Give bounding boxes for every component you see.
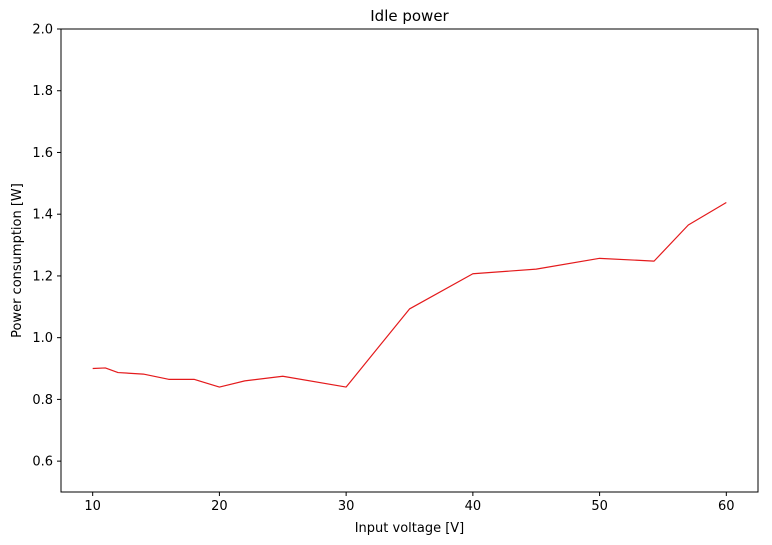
series-layer [92,201,727,388]
y-tick-label: 1.2 [32,269,53,284]
x-tick-label: 10 [84,499,101,514]
y-tick-label: 0.8 [32,393,53,408]
series-line [92,201,727,388]
y-axis-label: Power consumption [W] [10,183,25,338]
y-tick-label: 1.8 [32,84,53,99]
y-tick-label: 2.0 [32,23,53,38]
plot-frame [60,28,759,493]
x-axis-label: Input voltage [V] [355,521,465,536]
y-tick-label: 0.6 [32,455,53,470]
x-tick-label: 30 [338,499,355,514]
x-tick-label: 20 [211,499,228,514]
x-tick-label: 50 [591,499,608,514]
x-tick-label: 60 [718,499,735,514]
x-tick-label: 40 [465,499,482,514]
y-tick-label: 1.0 [32,331,53,346]
y-tick-label: 1.6 [32,146,53,161]
chart-title: Idle power [370,7,449,25]
y-axis: 0.6 0.8 1.0 1.2 1.4 1.6 1.8 2.0 [32,23,61,470]
y-tick-label: 1.4 [32,208,53,223]
x-axis: 10 20 30 40 50 60 [84,492,735,514]
